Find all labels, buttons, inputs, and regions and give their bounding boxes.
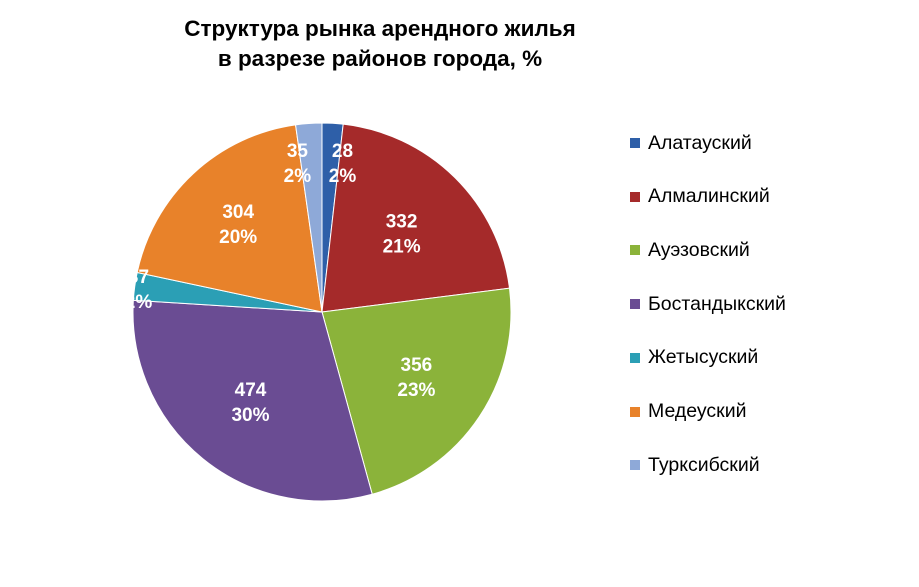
legend-item-5: Жетысуский xyxy=(630,343,758,373)
legend-swatch-4 xyxy=(630,299,640,310)
legend-label-1: Алатауский xyxy=(648,131,752,154)
data-label-percent-6: 20% xyxy=(219,227,257,248)
legend-swatch-7 xyxy=(630,460,640,471)
data-label-value-6: 304 xyxy=(222,202,254,223)
legend-item-2: Алмалинский xyxy=(630,182,770,212)
legend-swatch-5 xyxy=(630,352,640,363)
data-label-percent-5: 2% xyxy=(125,292,153,313)
legend-label-4: Бостандыкский xyxy=(648,292,786,315)
legend-item-3: Ауэзовский xyxy=(630,235,750,265)
legend-label-6: Медеуский xyxy=(648,400,747,422)
data-label-percent-1: 2% xyxy=(329,166,357,187)
legend-label-5: Жетысуский xyxy=(648,346,759,369)
legend-swatch-6 xyxy=(630,406,640,417)
data-label-value-5: 37 xyxy=(128,267,149,288)
data-label-percent-4: 30% xyxy=(231,405,269,426)
data-label-percent-2: 21% xyxy=(383,236,421,257)
pie-slice-4 xyxy=(132,299,373,502)
legend-item-4: Бостандыкский xyxy=(630,289,786,319)
legend-swatch-1 xyxy=(630,138,640,148)
pie-slice-6 xyxy=(136,124,323,313)
chart-title-line-2: в разрезе районов города, % xyxy=(217,46,543,71)
data-label-value-7: 35 xyxy=(287,141,309,162)
pie-slice-3 xyxy=(321,287,512,495)
data-label-value-4: 474 xyxy=(235,380,267,401)
legend-swatch-2 xyxy=(630,191,640,202)
legend-item-1: Алатауский xyxy=(630,128,752,158)
data-label-value-2: 332 xyxy=(386,211,418,232)
pie-slice-2 xyxy=(321,123,511,313)
data-label-percent-3: 23% xyxy=(397,380,435,401)
data-label-value-3: 356 xyxy=(401,355,433,376)
pie-slice-7 xyxy=(294,122,323,313)
legend-label-2: Алмалинский xyxy=(648,185,770,208)
legend-label-3: Ауэзовский xyxy=(648,238,750,261)
data-label-percent-7: 2% xyxy=(284,166,312,187)
legend-item-7: Турксибский xyxy=(630,450,760,480)
chart-title-line-1: Структура рынка арендного жилья xyxy=(184,16,576,41)
legend-swatch-3 xyxy=(630,245,640,256)
chart-title: Структура рынка арендного жилья в разрез… xyxy=(90,14,670,74)
legend-label-7: Турксибский xyxy=(648,453,760,476)
data-label-value-1: 28 xyxy=(332,141,353,162)
legend-item-6: Медеуский xyxy=(630,397,746,427)
